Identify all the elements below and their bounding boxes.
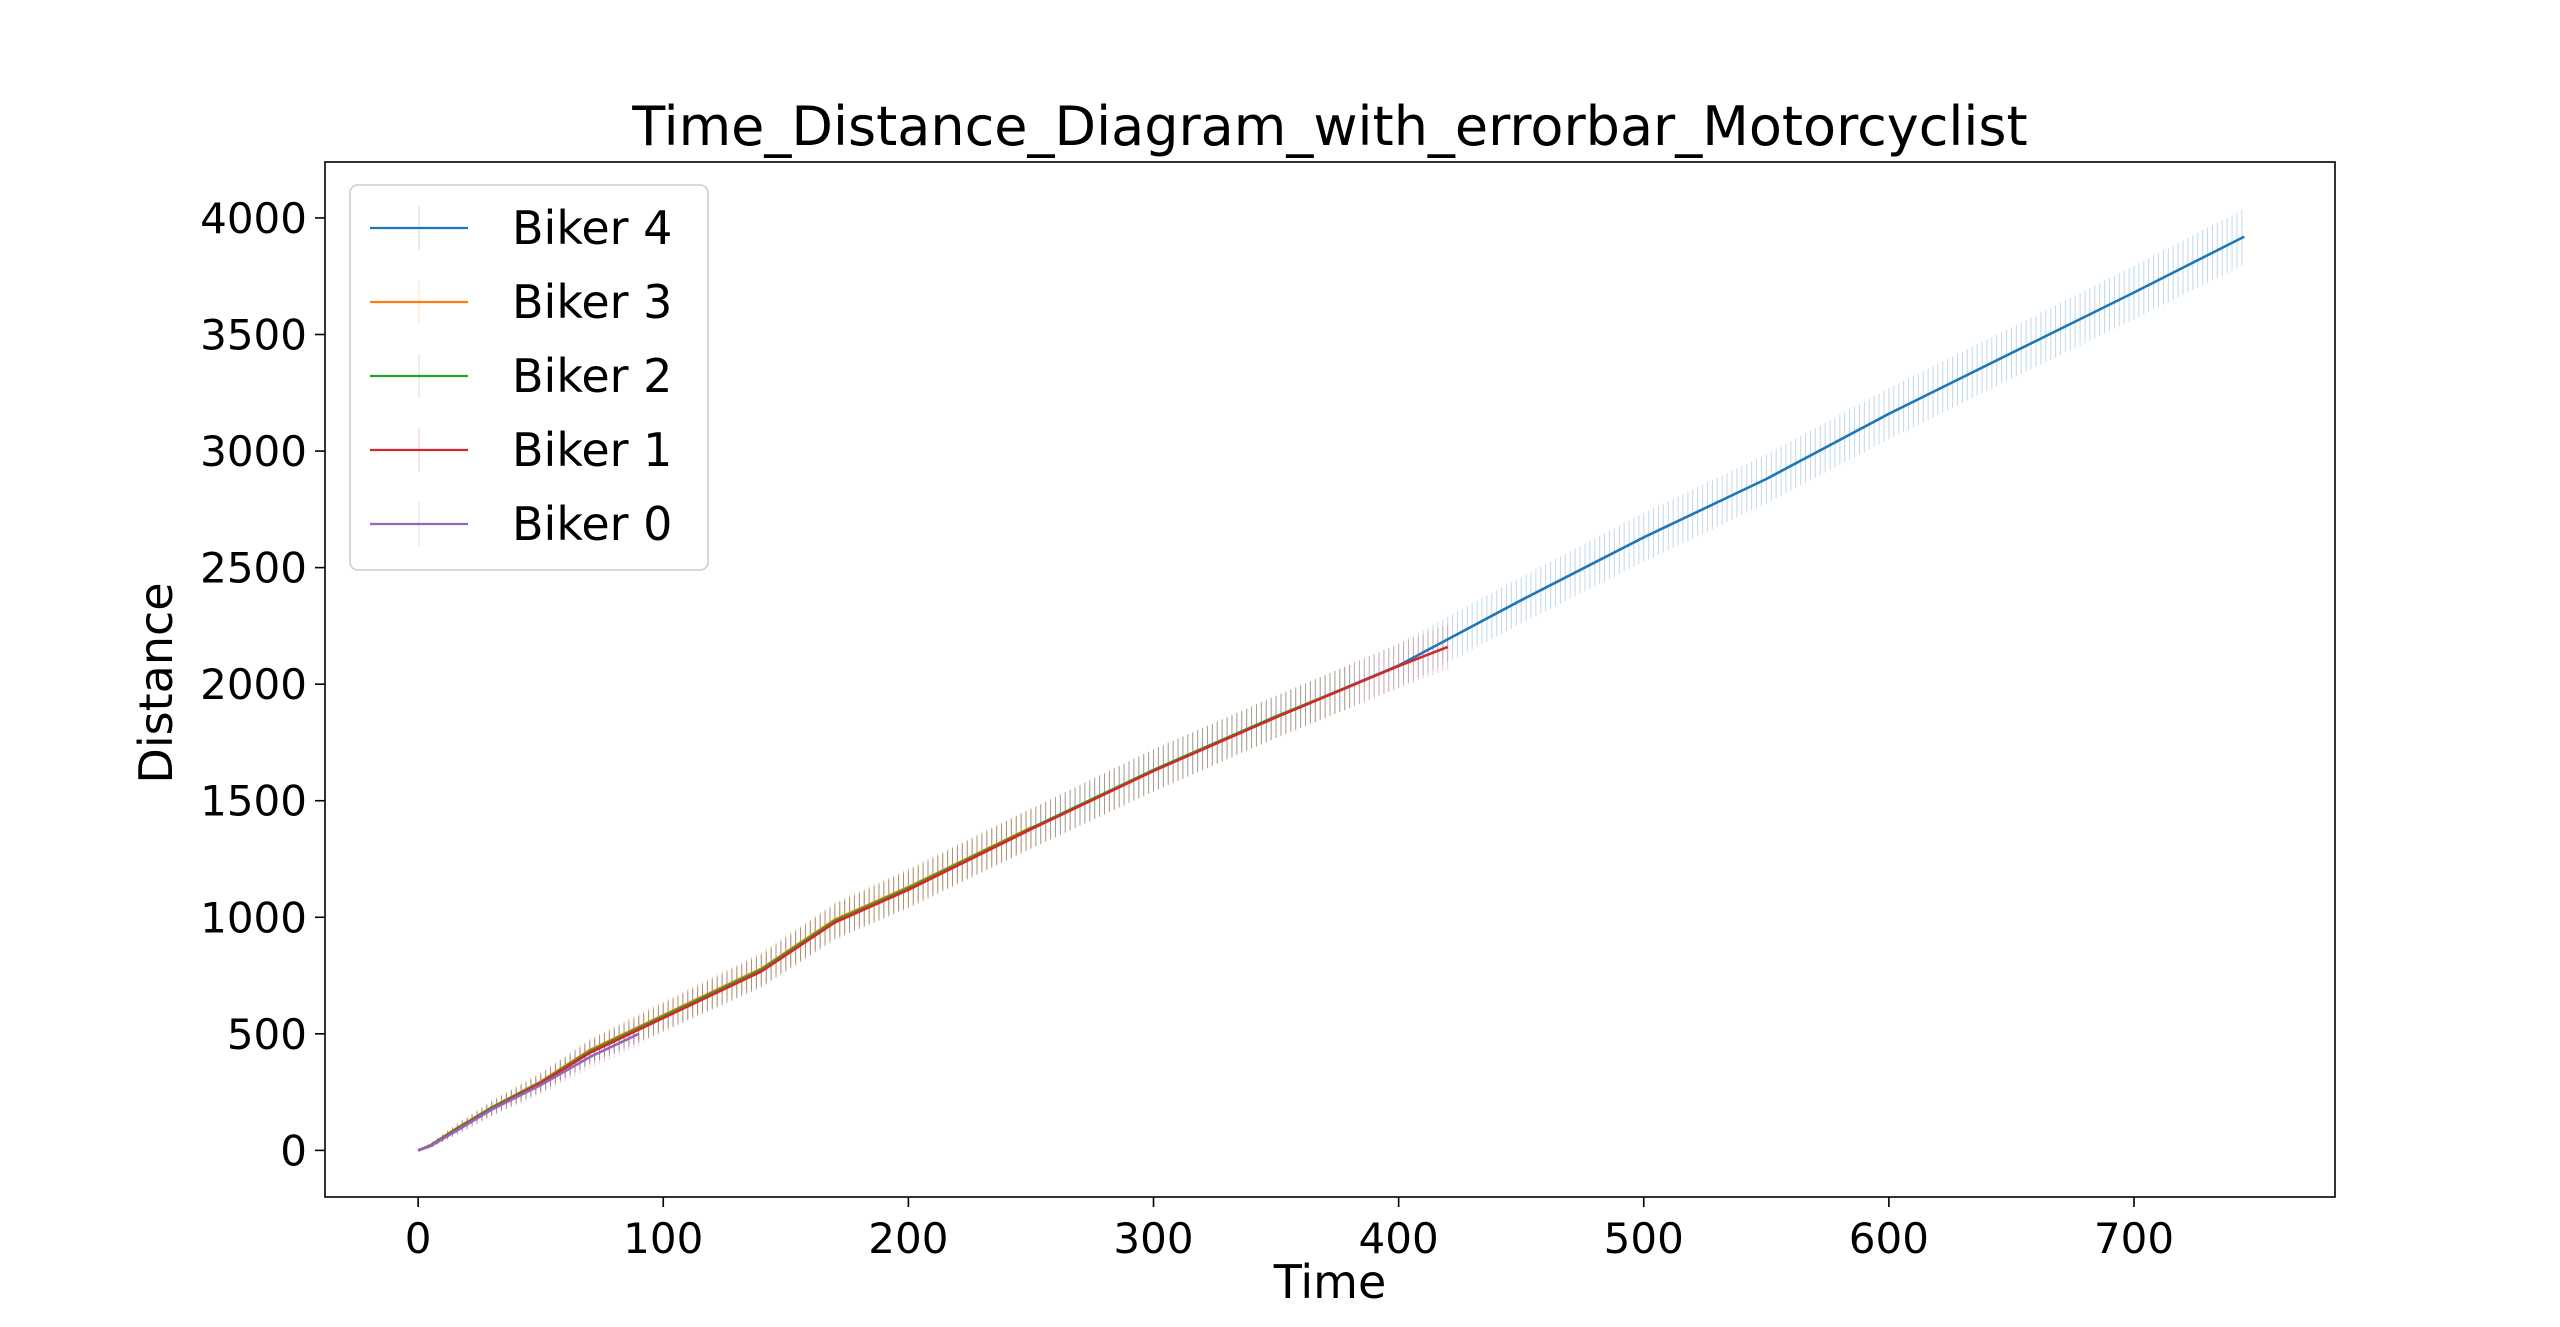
legend-label: Biker 0 <box>512 497 672 551</box>
series-lines-group <box>417 235 2245 1152</box>
y-tick-label: 3000 <box>200 427 307 476</box>
x-axis-title: Time <box>1273 1255 1387 1309</box>
chart-title: Time_Distance_Diagram_with_errorbar_Moto… <box>631 95 2027 158</box>
x-tick-label: 300 <box>1113 1214 1193 1263</box>
x-tick-label: 200 <box>868 1214 948 1263</box>
x-tick-label: 500 <box>1604 1214 1684 1263</box>
y-tick-label: 0 <box>280 1126 307 1175</box>
y-tick-label: 4000 <box>200 194 307 243</box>
x-tick-label: 400 <box>1359 1214 1439 1263</box>
series-line-biker-0 <box>417 1032 640 1152</box>
y-tick-label: 2000 <box>200 660 307 709</box>
y-axis-title: Distance <box>129 582 183 783</box>
y-tick-label: 1500 <box>200 777 307 826</box>
y-tick-label: 500 <box>227 1010 307 1059</box>
y-tick-label: 2500 <box>200 544 307 593</box>
y-axis: 0 500 1000 1500 2000 2500 3000 3500 4000 <box>200 194 325 1175</box>
x-axis: 0 100 200 300 400 500 600 700 <box>405 1197 2174 1263</box>
y-tick-label: 3500 <box>200 311 307 360</box>
legend: Biker 4 Biker 3 Biker 2 Biker 1 Biker 0 <box>349 184 709 571</box>
legend-label: Biker 4 <box>512 201 672 255</box>
x-tick-label: 100 <box>623 1214 703 1263</box>
legend-label: Biker 2 <box>512 349 672 403</box>
series-line-biker-1 <box>417 645 1449 1152</box>
legend-box <box>349 184 709 571</box>
x-tick-label: 600 <box>1849 1214 1929 1263</box>
legend-label: Biker 3 <box>512 275 672 329</box>
x-tick-label: 700 <box>2094 1214 2174 1263</box>
y-tick-label: 1000 <box>200 893 307 942</box>
legend-label: Biker 1 <box>512 423 672 477</box>
x-tick-label: 0 <box>405 1214 432 1263</box>
plot-area-frame <box>324 161 2336 1198</box>
